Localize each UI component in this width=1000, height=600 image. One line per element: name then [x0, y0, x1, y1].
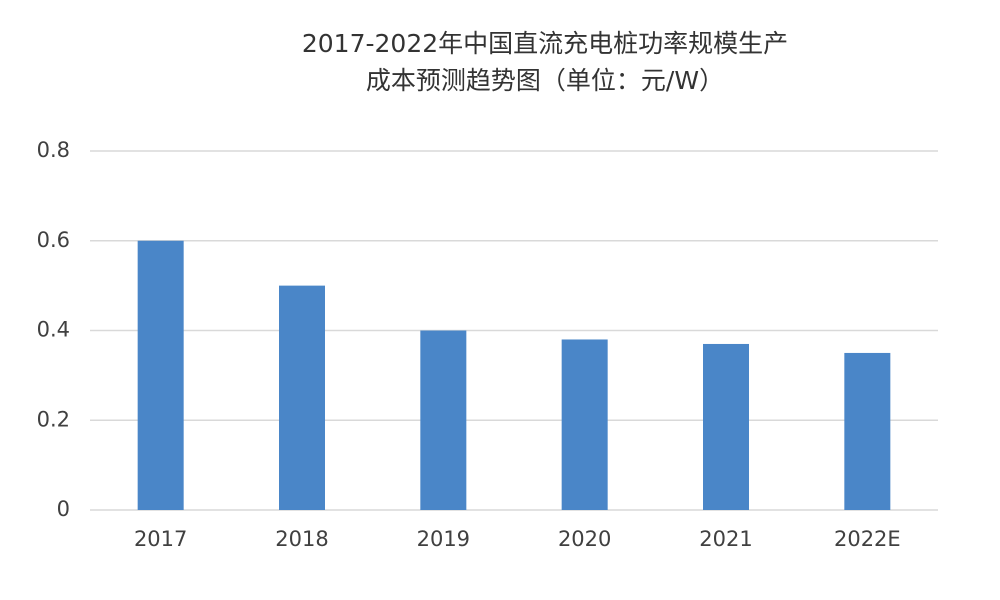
y-tick-label: 0.2: [37, 407, 70, 431]
x-tick-label: 2017: [134, 527, 187, 551]
y-tick-label: 0.4: [37, 318, 70, 342]
bar: [703, 343, 749, 510]
x-tick-label: 2018: [275, 527, 328, 551]
chart-title: 成本预测趋势图（单位：元/W）: [366, 66, 724, 95]
x-tick-label: 2020: [558, 527, 611, 551]
bar: [844, 352, 891, 510]
y-tick-label: 0.6: [37, 228, 70, 252]
x-tick-label: 2019: [417, 527, 470, 551]
bar: [137, 240, 184, 510]
y-tick-label: 0.8: [37, 138, 70, 162]
x-tick-label: 2021: [699, 527, 752, 551]
y-tick-label: 0: [57, 497, 70, 521]
chart-title: 2017-2022年中国直流充电桩功率规模生产: [302, 29, 788, 58]
x-tick-label: 2022E: [834, 527, 901, 551]
bar: [279, 285, 325, 510]
bar: [420, 330, 467, 510]
bar: [561, 339, 608, 510]
